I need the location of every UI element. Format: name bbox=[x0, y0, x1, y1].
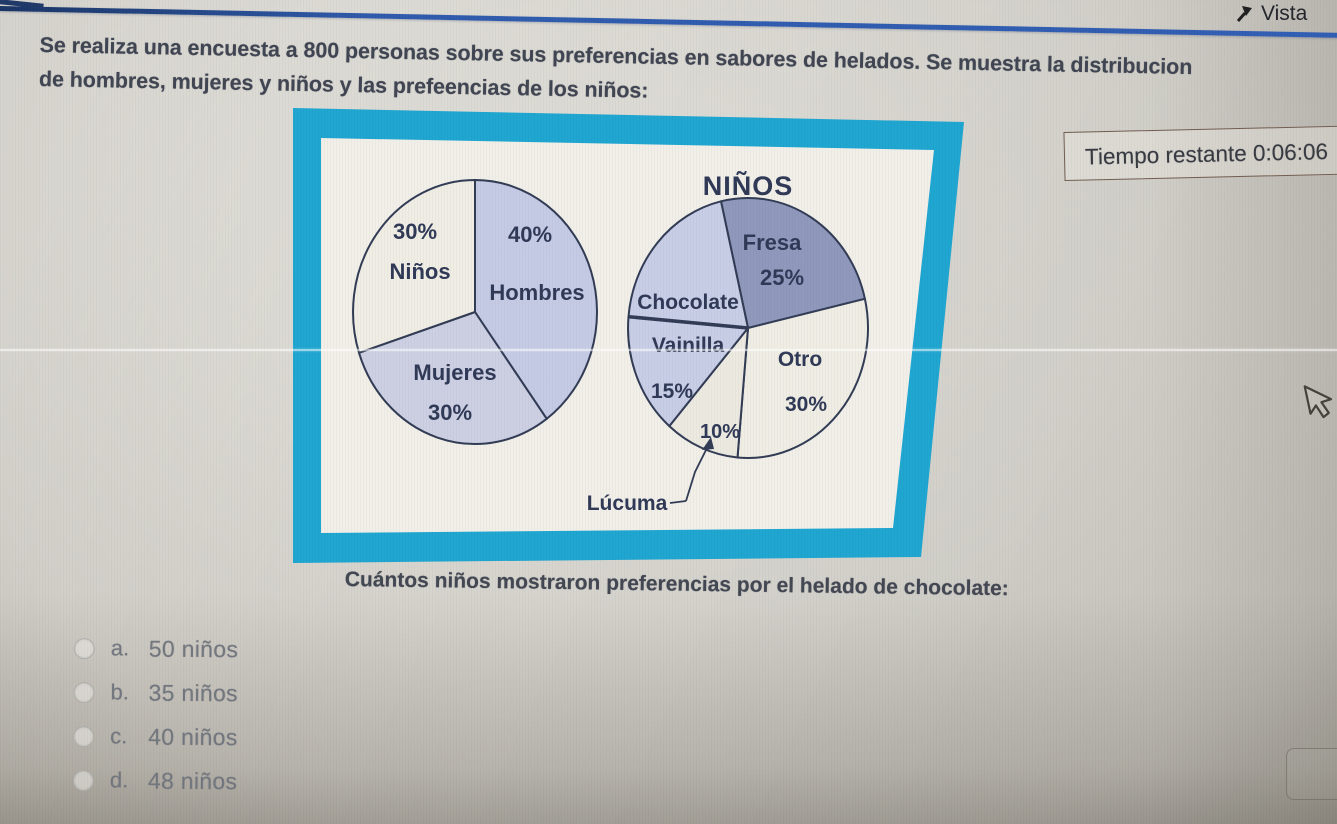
left-pie-ninos-label: Niños bbox=[389, 259, 450, 284]
option-row-d[interactable]: d. 48 niños bbox=[61, 758, 238, 803]
lucuma-callout-leader bbox=[685, 443, 710, 502]
right-pie-slice-otro bbox=[736, 297, 869, 459]
ne-arrow-cursor-icon bbox=[1234, 4, 1254, 24]
timer-box: Tiempo restante 0:06:06 bbox=[1063, 125, 1337, 181]
option-text-c: 40 niños bbox=[148, 723, 238, 750]
right-pie-vainilla-pct-label: 15% bbox=[651, 380, 693, 403]
option-letter-a: a. bbox=[110, 635, 130, 661]
left-pie-hombres-label: Hombres bbox=[489, 280, 584, 305]
option-radio-a[interactable] bbox=[73, 637, 95, 659]
corner-partial-button[interactable] bbox=[1286, 748, 1337, 800]
vista-control[interactable]: Vista bbox=[1234, 2, 1307, 26]
left-pie-slice-ninos bbox=[352, 179, 476, 354]
right-pie bbox=[627, 196, 869, 459]
chocolate-vainilla-boundary bbox=[628, 314, 749, 330]
lucuma-callout-arrowhead bbox=[702, 437, 714, 450]
right-pie-lucuma-pct-label: 10% bbox=[700, 421, 740, 443]
left-pie-ninos-pct-label: 30% bbox=[393, 219, 437, 244]
option-radio-c[interactable] bbox=[73, 725, 95, 747]
right-pie-chocolate-label: Chocolate bbox=[637, 291, 739, 314]
left-pie-slice-mujeres bbox=[358, 311, 548, 445]
question-intro: Se realiza una encuesta a 800 personas s… bbox=[39, 28, 1337, 121]
option-radio-b[interactable] bbox=[73, 681, 95, 703]
right-pie-title: NIÑOS bbox=[703, 170, 794, 201]
left-pie-mujeres-label: Mujeres bbox=[413, 360, 496, 385]
right-pie-otro-pct-label: 30% bbox=[785, 393, 827, 416]
option-text-b: 35 niños bbox=[148, 679, 238, 706]
right-pie-fresa-pct-label: 25% bbox=[760, 265, 804, 290]
left-pie-hombres-pct-label: 40% bbox=[508, 222, 552, 247]
lucuma-callout-label: Lúcuma bbox=[587, 492, 668, 515]
options-list: a. 50 niños b. 35 niños c. 40 niños d. 4… bbox=[61, 626, 239, 803]
option-letter-d: d. bbox=[109, 767, 129, 793]
right-pie-fresa-label: Fresa bbox=[743, 230, 802, 255]
option-row-c[interactable]: c. 40 niños bbox=[61, 714, 238, 759]
mouse-cursor-icon bbox=[1297, 379, 1337, 432]
option-text-a: 50 niños bbox=[148, 635, 239, 662]
right-pie-slice-lucuma bbox=[668, 327, 749, 459]
vista-label: Vista bbox=[1261, 2, 1308, 25]
option-letter-c: c. bbox=[110, 723, 128, 749]
right-pie-slice-vainilla bbox=[627, 315, 749, 428]
right-pie-vainilla-label: Vainilla bbox=[652, 334, 725, 357]
option-row-b[interactable]: b. 35 niños bbox=[61, 670, 238, 715]
option-text-d: 48 niños bbox=[147, 767, 238, 794]
right-pie-slice-fresa bbox=[720, 196, 866, 329]
option-row-a[interactable]: a. 50 niños bbox=[62, 626, 239, 671]
lucuma-callout-dash bbox=[669, 500, 687, 504]
option-radio-d[interactable] bbox=[72, 769, 94, 791]
question-prompt: Cuántos niños mostraron preferencias por… bbox=[344, 568, 1009, 601]
left-pie bbox=[352, 179, 598, 445]
option-letter-b: b. bbox=[110, 679, 129, 705]
left-pie-mujeres-pct-label: 30% bbox=[428, 400, 472, 425]
pie-charts-figure: 30% Niños 40% Hombres Mujeres 30% NIÑOS … bbox=[293, 108, 964, 563]
right-pie-otro-label: Otro bbox=[778, 348, 822, 371]
timer-text: Tiempo restante 0:06:06 bbox=[1084, 139, 1329, 170]
left-pie-slice-hombres bbox=[474, 179, 598, 420]
right-pie-slice-chocolate bbox=[627, 200, 749, 329]
